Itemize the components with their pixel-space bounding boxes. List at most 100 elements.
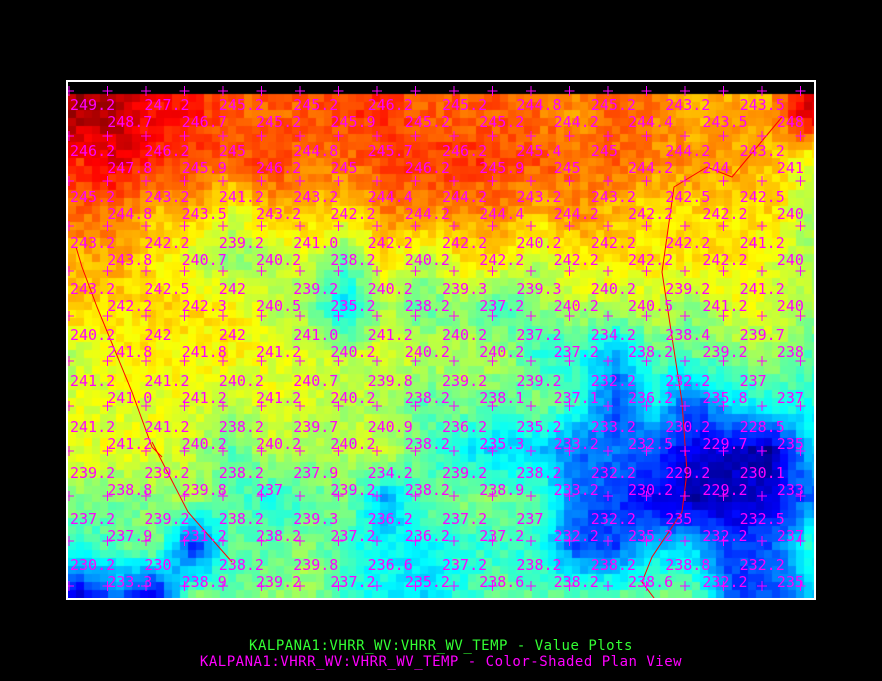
value-label: 239.2 [293, 280, 338, 298]
grid-cross-icon [526, 221, 536, 231]
value-label: 234.2 [368, 464, 413, 482]
value-label: 245.2 [442, 96, 487, 114]
value-label: 242.2 [702, 205, 747, 223]
grid-cross-icon [526, 536, 536, 546]
grid-cross-icon [718, 131, 729, 141]
value-label: 237.2 [70, 510, 115, 528]
value-label: 240.2 [554, 297, 599, 315]
grid-cross-icon [757, 266, 767, 276]
grid-cross-icon [179, 221, 190, 231]
grid-cross-icon [680, 131, 690, 141]
grid-cross-icon [218, 266, 228, 276]
grid-cross-icon [680, 176, 690, 186]
value-label: 240.2 [219, 372, 264, 390]
value-label: 238.2 [405, 389, 450, 407]
grid-cross-icon [179, 446, 190, 456]
value-label: 239.7 [293, 418, 338, 436]
grid-cross-icon [218, 176, 228, 186]
grid-cross-icon [680, 581, 690, 591]
grid-cross-icon [603, 581, 613, 591]
grid-cross-icon [641, 401, 652, 411]
grid-cross-icon [141, 536, 151, 546]
grid-cross-icon [410, 266, 421, 276]
value-label: 238.2 [516, 464, 561, 482]
value-label: 246.2 [442, 142, 487, 160]
value-label: 242 [219, 280, 246, 298]
grid-cross-icon [449, 131, 459, 141]
grid-cross-icon [718, 446, 729, 456]
value-label: 237.9 [293, 464, 338, 482]
grid-cross-icon [218, 131, 228, 141]
value-label: 245.2 [479, 113, 524, 131]
value-label: 244.2 [554, 205, 599, 223]
value-label: 238.2 [219, 510, 264, 528]
value-label: 243.5 [702, 113, 747, 131]
value-label: 237 [516, 510, 543, 528]
grid-cross-icon [179, 86, 190, 96]
plan-view-layer-label: KALPANA1:VHRR_WV:VHRR_WV_TEMP - Color-Sh… [199, 654, 683, 670]
value-label: 235.8 [702, 389, 747, 407]
grid-cross-icon [449, 221, 459, 231]
grid-cross-icon [526, 491, 536, 501]
grid-cross-icon [564, 176, 575, 186]
value-label: 236.2 [442, 418, 487, 436]
value-label: 245 [330, 159, 357, 177]
grid-cross-icon [410, 536, 421, 546]
value-label: 241.8 [182, 343, 227, 361]
grid-cross-icon [256, 491, 267, 501]
grid-cross-icon [795, 401, 806, 411]
grid-cross-icon [68, 491, 74, 501]
value-label: 244.2 [442, 188, 487, 206]
grid-cross-icon [564, 221, 575, 231]
value-label: 238.2 [405, 435, 450, 453]
value-label: 242.2 [144, 234, 189, 252]
value-label: 239.2 [442, 372, 487, 390]
grid-cross-icon [795, 356, 806, 366]
grid-cross-icon [372, 491, 382, 501]
boundary-line-east [641, 116, 783, 598]
value-label: 243.2 [70, 234, 115, 252]
grid-cross-icon [680, 446, 690, 456]
value-label: 238.6 [628, 573, 673, 591]
value-label: 244 [702, 159, 729, 177]
value-label: 242.2 [479, 251, 524, 269]
value-label: 236.6 [368, 556, 413, 574]
grid-cross-icon [718, 221, 729, 231]
grid-cross-icon [718, 491, 729, 501]
grid-cross-icon [526, 86, 536, 96]
grid-cross-icon [141, 356, 151, 366]
grid-cross-icon [641, 176, 652, 186]
grid-cross-icon [641, 446, 652, 456]
plan-view-plot[interactable]: 249.2 248.7 247.2 246.7 245.2 245.2 245.2 245.9… [66, 80, 816, 600]
grid-cross-icon [410, 581, 421, 591]
value-label: 244.2 [554, 113, 599, 131]
value-label: 241.2 [368, 326, 413, 344]
value-label: 240.5 [256, 297, 301, 315]
value-label: 245.9 [182, 159, 227, 177]
value-label: 240.7 [182, 251, 227, 269]
grid-cross-icon [718, 536, 729, 546]
grid-cross-icon [487, 536, 498, 546]
grid-cross-icon [449, 446, 459, 456]
value-label: 229.7 [702, 435, 747, 453]
grid-cross-icon [641, 131, 652, 141]
value-label: 238.2 [516, 556, 561, 574]
value-label: 242.2 [554, 251, 599, 269]
grid-cross-icon [410, 86, 421, 96]
grid-cross-icon [372, 356, 382, 366]
grid-cross-icon [68, 176, 74, 186]
grid-cross-icon [333, 491, 344, 501]
value-label: 240 [777, 205, 804, 223]
grid-cross-icon [410, 491, 421, 501]
value-label: 245 [591, 142, 618, 160]
grid-cross-icon [333, 221, 344, 231]
grid-cross-icon [526, 311, 536, 321]
grid-cross-icon [795, 221, 806, 231]
value-label: 230 [144, 556, 171, 574]
value-label: 242.5 [665, 188, 710, 206]
grid-cross-icon [256, 446, 267, 456]
value-labels: 249.2248.7247.2246.7245.2245.2245.2245.9… [70, 96, 804, 591]
value-label: 235.2 [405, 573, 450, 591]
value-label: 237.2 [516, 326, 561, 344]
value-label: 230.1 [740, 464, 785, 482]
